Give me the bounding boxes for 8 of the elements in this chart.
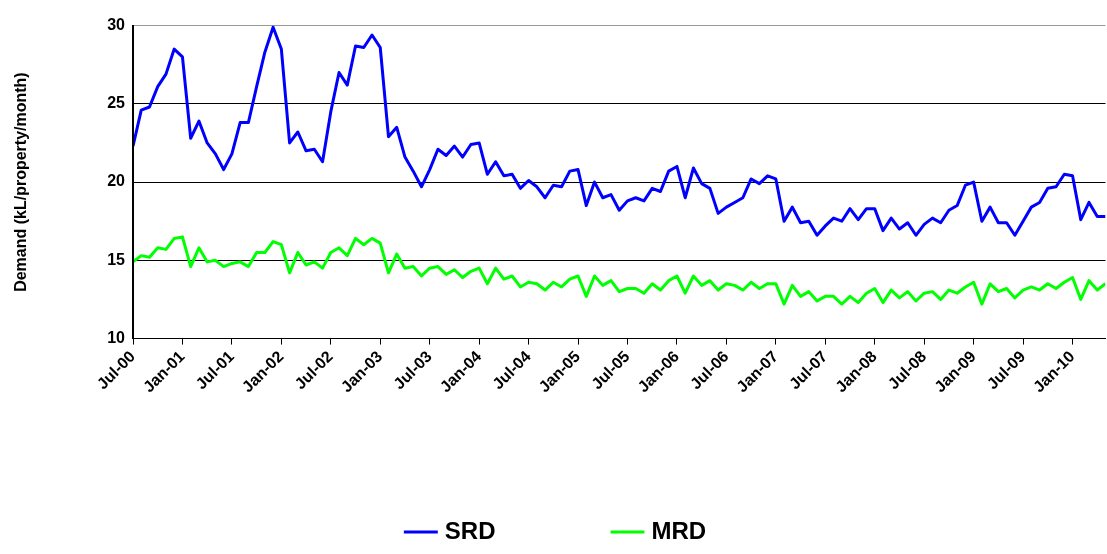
legend-label: SRD [444,516,496,544]
y-tick-label: 15 [107,250,126,268]
y-tick-label: 30 [107,16,126,34]
y-tick-label: 10 [107,328,126,346]
y-tick-label: 25 [107,94,126,112]
y-axis-title: Demand (kL/property/month) [12,72,30,292]
legend-label: MRD [651,516,707,544]
y-tick-label: 20 [107,172,126,190]
